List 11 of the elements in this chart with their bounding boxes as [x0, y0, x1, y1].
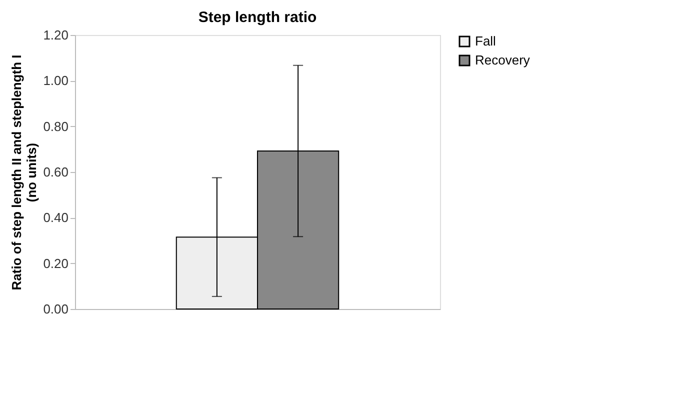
- y-tick-label: 1.00: [43, 73, 68, 88]
- chart-title: Step length ratio: [198, 9, 317, 26]
- legend-label: Fall: [475, 34, 496, 48]
- y-tick-label: 1.20: [43, 28, 68, 42]
- y-tick-label: 0.80: [43, 118, 68, 134]
- y-axis-title: Ratio of step length II and steplength I (no units): [9, 54, 40, 290]
- y-tick-label: 0.20: [43, 256, 68, 271]
- legend-label: Recovery: [475, 52, 530, 68]
- y-tick-label: 0.60: [43, 164, 68, 180]
- y-tick-label: 0.40: [43, 210, 68, 226]
- y-tick-label: 0.00: [43, 302, 68, 316]
